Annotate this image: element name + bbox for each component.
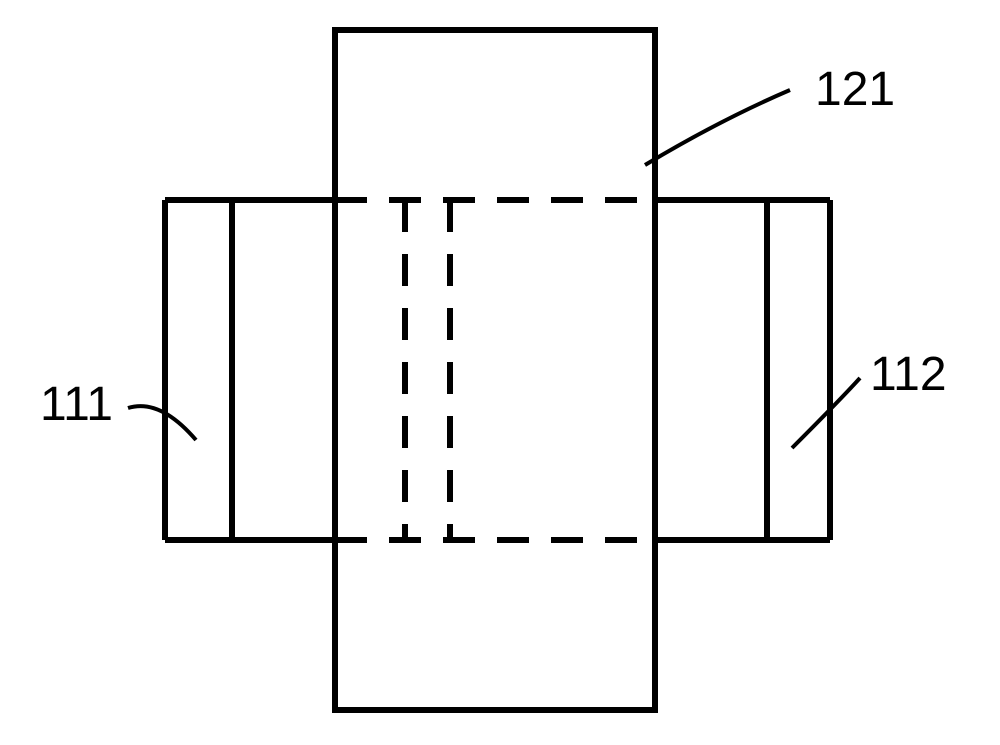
label-121: 121 xyxy=(815,63,895,116)
label-111: 111 xyxy=(40,378,113,431)
label-112: 112 xyxy=(870,348,947,401)
figure: 121 112 111 xyxy=(0,0,1000,745)
